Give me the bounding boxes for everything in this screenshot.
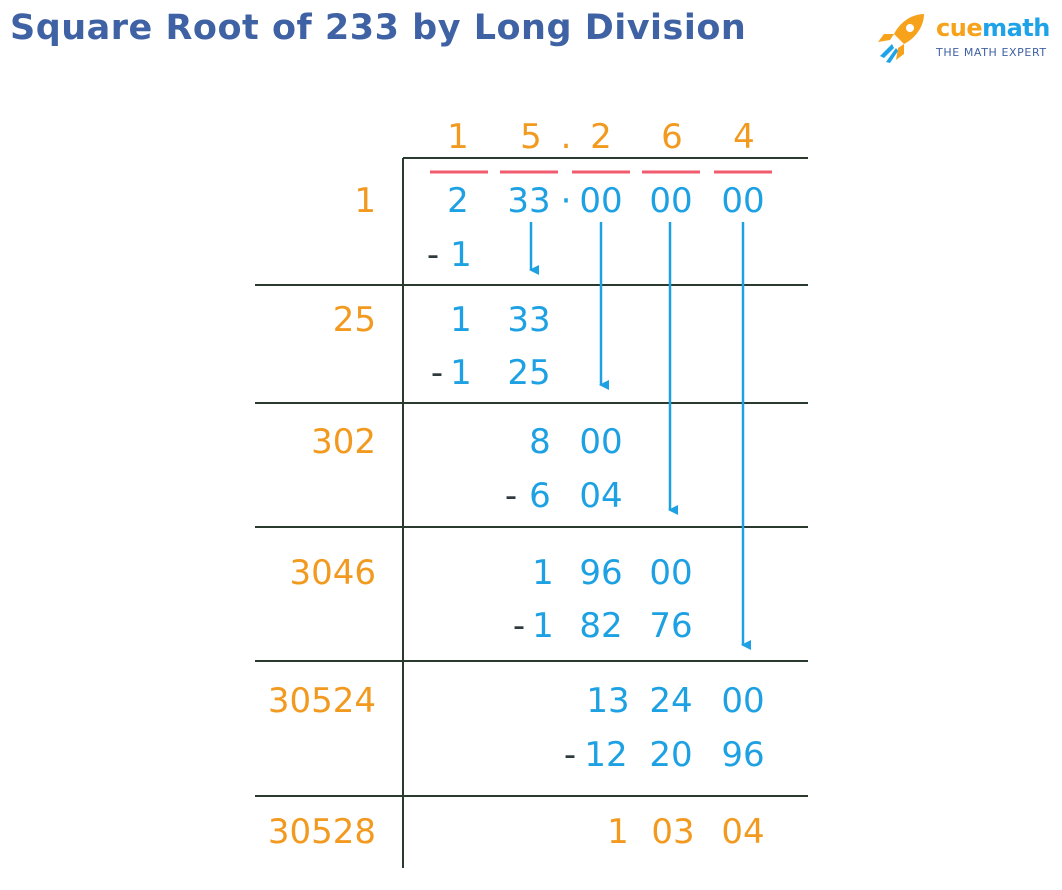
subtracted-value: 1 [450,353,472,393]
remainder-value: 8 [529,422,551,462]
divisor-label: 30524 [268,681,376,721]
final-remainder: 03 [651,812,694,852]
subtracted-value: 82 [579,606,622,646]
divisor-label: 302 [311,422,376,462]
subtracted-value: 20 [649,735,692,775]
remainder-value: 33 [507,300,550,340]
quotient-decimal-point: . [561,117,572,157]
remainder-value: 00 [721,681,764,721]
logo-name-cue: cue [936,14,983,42]
logo-name-math: math [982,14,1050,42]
subtracted-value: 12 [584,735,627,775]
quotient-digit: 4 [733,117,755,157]
dividend-decimal-point: · [561,181,572,221]
remainder-value: 00 [649,553,692,593]
subtracted-value: 04 [579,476,622,516]
subtracted-value: 96 [721,735,764,775]
remainder-value: 96 [579,553,622,593]
subtracted-value: 25 [507,353,550,393]
page-title: Square Root of 233 by Long Division [10,8,747,48]
quotient-digit: 1 [447,117,469,157]
remainder-value: 00 [579,422,622,462]
subtracted-value: 1 [450,235,472,275]
remainder-value: 13 [586,681,629,721]
dividend-group: 00 [721,181,764,221]
quotient-digit: 2 [590,117,612,157]
minus-sign: - [427,235,439,275]
divisor-label: 3046 [289,553,376,593]
subtracted-value: 1 [532,606,554,646]
dividend-group: 00 [579,181,622,221]
remainder-value: 24 [649,681,692,721]
subtracted-value: 76 [649,606,692,646]
minus-sign: - [564,735,576,775]
rocket-icon [878,14,924,63]
dividend-group: 00 [649,181,692,221]
final-remainder: 04 [721,812,764,852]
remainder-value: 1 [450,300,472,340]
dividend-group: 2 [447,181,469,221]
remainder-value: 1 [532,553,554,593]
quotient-digit: 6 [661,117,683,157]
divisor-label: 25 [333,300,376,340]
final-remainder: 1 [607,812,629,852]
logo-wordmark: cuemath [936,14,1050,42]
divisor-label: 30528 [268,812,376,852]
cuemath-logo: cuemath THE MATH EXPERT [872,10,1052,66]
minus-sign: - [505,476,517,516]
quotient-digit: 5 [520,117,542,157]
minus-sign: - [431,353,443,393]
minus-sign: - [513,606,525,646]
subtracted-value: 6 [529,476,551,516]
logo-tagline: THE MATH EXPERT [936,46,1047,59]
divisor-label: 1 [354,181,376,221]
dividend-group: 33 [507,181,550,221]
